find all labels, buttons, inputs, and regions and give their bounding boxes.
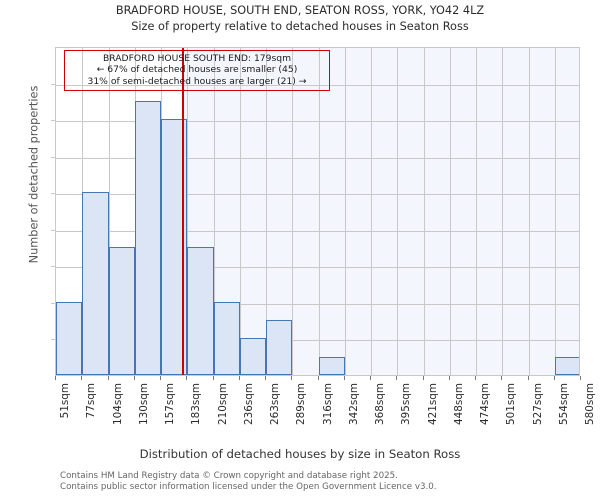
histogram-bar [554,356,579,375]
gridline-vertical [187,48,188,375]
histogram-bar [266,320,293,375]
footer-line-1: Contains HM Land Registry data © Crown c… [60,471,398,481]
annotation-line-3: 31% of semi-detached houses are larger (… [87,75,307,87]
y-tick-mark [51,83,55,85]
gridline-horizontal [56,230,579,232]
histogram-bar [134,100,161,375]
x-tick-label: 342sqm [347,383,360,425]
gridline-vertical [214,48,215,375]
x-tick-mark [81,376,83,380]
x-tick-label: 448sqm [452,383,465,425]
x-tick-mark [475,376,476,380]
gridline-horizontal [56,340,579,342]
gridline-horizontal [56,157,579,159]
gridline-vertical [476,48,477,375]
x-tick-mark [186,376,188,380]
y-axis-label: Number of detached properties [27,85,41,264]
page-title: BRADFORD HOUSE, SOUTH END, SEATON ROSS, … [115,4,485,17]
x-tick-mark [291,376,293,380]
gridline-vertical [371,48,372,375]
x-tick-mark [527,376,529,380]
gridline-vertical [319,48,320,375]
chart-title-block: BRADFORD HOUSE, SOUTH END, SEATON ROSS, … [0,3,600,35]
x-tick-label: 210sqm [216,383,229,425]
gridline-horizontal [56,194,579,196]
y-tick-mark [51,156,55,158]
y-tick-mark [51,302,55,304]
x-tick-mark [422,376,424,380]
x-tick-mark [55,376,56,380]
x-tick-mark [370,376,371,380]
chart-subtitle: Size of property relative to detached ho… [131,20,469,33]
gridline-vertical [292,48,293,375]
x-axis-label: Distribution of detached houses by size … [139,447,461,461]
x-tick-mark [212,376,214,380]
y-tick-mark [51,229,55,231]
x-tick-mark [133,376,135,380]
x-tick-label: 157sqm [164,383,176,425]
gridline-vertical [266,48,267,375]
above-marker-shaded-region [183,48,579,375]
y-tick-mark [51,120,55,122]
x-tick-mark [501,376,503,380]
x-tick-mark [317,376,319,380]
gridline-vertical [345,48,346,375]
gridline-horizontal [56,121,579,123]
x-tick-mark [238,376,240,380]
x-tick-mark [160,376,161,380]
gridline-vertical [240,48,241,375]
property-marker-line [182,48,185,375]
x-tick-label: 236sqm [242,383,255,425]
x-tick-label: 77sqm [85,383,98,419]
x-tick-label: 474sqm [479,383,491,425]
y-tick-mark [51,193,55,195]
x-tick-label: 316sqm [321,383,334,425]
x-tick-label: 554sqm [557,383,570,425]
x-tick-mark [580,376,581,380]
x-tick-label: 527sqm [531,383,544,425]
x-tick-label: 421sqm [426,383,439,425]
gridline-vertical [109,48,110,375]
x-tick-mark [343,376,345,380]
histogram-bar [82,192,109,375]
histogram-bar [239,338,266,375]
plot-area [55,47,580,376]
x-tick-mark [448,376,450,380]
y-tick-mark [51,266,55,268]
annotation-line-1: BRADFORD HOUSE SOUTH END: 179sqm [102,53,292,64]
x-tick-label: 368sqm [374,383,386,425]
gridline-vertical [424,48,425,375]
x-tick-label: 395sqm [400,383,413,425]
x-tick-mark [265,376,266,380]
footer-line-2: Contains public sector information licen… [60,481,437,492]
gridline-vertical [555,48,556,375]
gridline-vertical [502,48,503,375]
x-tick-label: 51sqm [59,383,71,419]
histogram-bar [318,356,345,375]
histogram-bar [108,247,135,375]
x-tick-mark [107,376,109,380]
x-tick-label: 289sqm [295,383,308,425]
x-tick-mark [553,376,555,380]
x-tick-label: 263sqm [269,383,281,425]
annotation-callout: BRADFORD HOUSE SOUTH END: 179sqm ← 67% o… [64,50,330,92]
histogram-bar [56,301,83,375]
footer-attribution: Contains HM Land Registry data © Crown c… [60,471,437,492]
gridline-vertical [529,48,530,375]
y-tick-mark [51,339,55,341]
x-tick-label: 501sqm [505,383,518,425]
gridline-horizontal [56,267,579,269]
x-tick-label: 130sqm [137,383,150,425]
annotation-line-2: ← 67% of detached houses are smaller (45… [96,64,298,76]
histogram-bar [187,247,214,375]
gridline-horizontal [56,303,579,305]
gridline-vertical [397,48,398,375]
gridline-vertical [450,48,451,375]
histogram-bar [213,301,240,375]
x-tick-label: 183sqm [190,383,203,425]
x-tick-label: 580sqm [584,383,596,425]
gridline-horizontal [56,84,579,86]
x-tick-label: 104sqm [111,383,124,425]
x-tick-mark [396,376,398,380]
